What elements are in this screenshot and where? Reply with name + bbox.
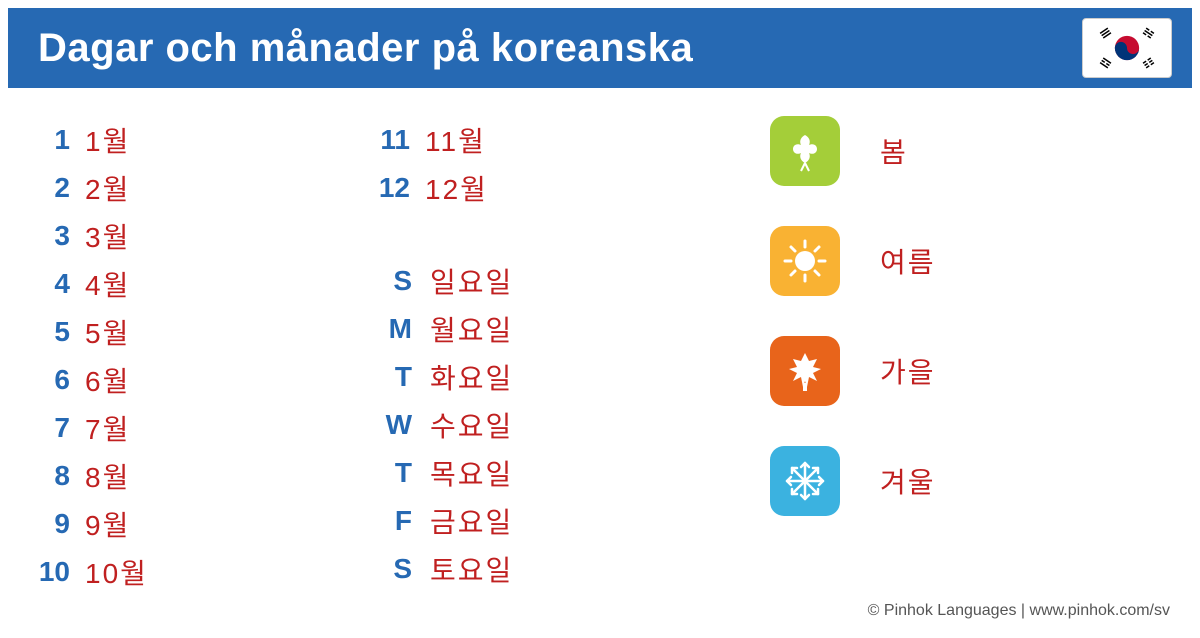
day-abbr: F xyxy=(370,505,430,537)
seasons-column: 봄여름가을겨울 xyxy=(730,116,1170,596)
month-row: 55월 xyxy=(30,308,330,356)
day-abbr: S xyxy=(370,553,430,585)
month-korean: 9월 xyxy=(85,504,130,544)
season-row: 가을 xyxy=(770,336,1170,406)
day-abbr: S xyxy=(370,265,430,297)
season-label: 봄 xyxy=(880,131,908,171)
month-korean: 8월 xyxy=(85,456,130,496)
spring-icon xyxy=(770,116,840,186)
day-row: T화요일 xyxy=(370,353,690,401)
month-korean: 10월 xyxy=(85,552,148,592)
day-row: F금요일 xyxy=(370,497,690,545)
month-row: 77월 xyxy=(30,404,330,452)
winter-icon xyxy=(770,446,840,516)
season-label: 여름 xyxy=(880,241,936,281)
month-number: 2 xyxy=(30,172,85,204)
month-row: 33월 xyxy=(30,212,330,260)
month-korean: 6월 xyxy=(85,360,130,400)
month-number: 1 xyxy=(30,124,85,156)
summer-icon xyxy=(770,226,840,296)
month-number: 8 xyxy=(30,460,85,492)
month-number: 4 xyxy=(30,268,85,300)
month-number: 3 xyxy=(30,220,85,252)
day-abbr: T xyxy=(370,457,430,489)
day-abbr: M xyxy=(370,313,430,345)
day-korean: 목요일 xyxy=(430,453,513,493)
day-korean: 수요일 xyxy=(430,405,513,445)
korea-flag-icon xyxy=(1082,18,1172,78)
month-korean: 12월 xyxy=(425,168,488,208)
month-row: 1111월 xyxy=(370,116,690,164)
month-number: 5 xyxy=(30,316,85,348)
season-label: 가을 xyxy=(880,351,936,391)
month-row: 99월 xyxy=(30,500,330,548)
month-row: 22월 xyxy=(30,164,330,212)
day-abbr: T xyxy=(370,361,430,393)
day-abbr: W xyxy=(370,409,430,441)
day-korean: 토요일 xyxy=(430,549,513,589)
month-korean: 4월 xyxy=(85,264,130,304)
day-korean: 금요일 xyxy=(430,501,513,541)
season-row: 봄 xyxy=(770,116,1170,186)
day-row: S일요일 xyxy=(370,257,690,305)
day-row: T목요일 xyxy=(370,449,690,497)
day-korean: 월요일 xyxy=(430,309,513,349)
months-column-1: 11월22월33월44월55월66월77월88월99월1010월 xyxy=(30,116,330,596)
day-row: W수요일 xyxy=(370,401,690,449)
day-korean: 일요일 xyxy=(430,261,513,301)
month-row: 88월 xyxy=(30,452,330,500)
month-number: 7 xyxy=(30,412,85,444)
month-number: 10 xyxy=(30,556,85,588)
month-number: 11 xyxy=(370,124,425,156)
month-korean: 3월 xyxy=(85,216,130,256)
month-row: 11월 xyxy=(30,116,330,164)
page-title: Dagar och månader på koreanska xyxy=(38,26,693,71)
day-row: S토요일 xyxy=(370,545,690,593)
content-area: 11월22월33월44월55월66월77월88월99월1010월 1111월12… xyxy=(0,96,1200,606)
autumn-icon xyxy=(770,336,840,406)
footer-credit: © Pinhok Languages | www.pinhok.com/sv xyxy=(868,602,1170,620)
month-number: 12 xyxy=(370,172,425,204)
season-row: 겨울 xyxy=(770,446,1170,516)
header-bar: Dagar och månader på koreanska xyxy=(8,8,1192,88)
months-days-column: 1111월1212월 S일요일M월요일T화요일W수요일T목요일F금요일S토요일 xyxy=(370,116,690,596)
month-number: 9 xyxy=(30,508,85,540)
month-korean: 7월 xyxy=(85,408,130,448)
month-korean: 2월 xyxy=(85,168,130,208)
day-row: M월요일 xyxy=(370,305,690,353)
season-label: 겨울 xyxy=(880,461,936,501)
day-korean: 화요일 xyxy=(430,357,513,397)
month-row: 1010월 xyxy=(30,548,330,596)
month-korean: 11월 xyxy=(425,120,486,160)
month-row: 44월 xyxy=(30,260,330,308)
month-row: 1212월 xyxy=(370,164,690,212)
month-korean: 1월 xyxy=(85,120,130,160)
month-number: 6 xyxy=(30,364,85,396)
month-row: 66월 xyxy=(30,356,330,404)
season-row: 여름 xyxy=(770,226,1170,296)
month-korean: 5월 xyxy=(85,312,130,352)
